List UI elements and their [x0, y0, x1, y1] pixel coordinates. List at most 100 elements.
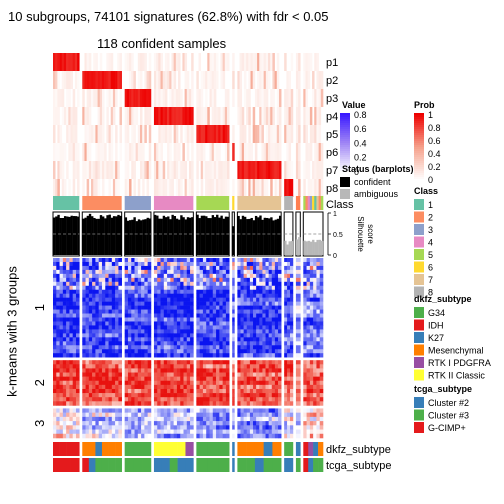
heatmap-cell [170, 368, 174, 373]
heatmap-cell [163, 281, 168, 287]
heatmap-cell [316, 341, 321, 346]
heatmap-cell [268, 380, 273, 386]
heatmap-cell [212, 265, 217, 271]
heatmap-cell [137, 397, 142, 402]
heatmap-cell [265, 333, 269, 338]
heatmap-cell [284, 380, 288, 386]
heatmap-cell [153, 388, 158, 394]
heatmap-cell [131, 380, 135, 386]
heatmap-cell [232, 313, 235, 318]
heatmap-cell [290, 401, 294, 406]
heatmap-cell [216, 341, 220, 346]
heatmap-cell [141, 412, 145, 418]
heatmap-cell [237, 333, 241, 338]
heatmap-cell [88, 269, 93, 275]
heatmap-cell [212, 337, 217, 342]
heatmap-cell [256, 429, 260, 435]
heatmap-cell [262, 345, 266, 350]
prob-cell [95, 53, 98, 71]
heatmap-cell [196, 397, 200, 402]
prob-cell [211, 89, 215, 107]
heatmap-cell [98, 380, 103, 386]
heatmap-cell [268, 360, 273, 365]
value-legend-tick: 0.4 [354, 138, 367, 148]
silhouette-bar [129, 220, 132, 255]
heatmap-cell [134, 368, 139, 373]
heatmap-cell [75, 269, 80, 275]
heatmap-cell [115, 309, 119, 314]
heatmap-cell [265, 269, 269, 275]
value-legend-tick: 0.8 [354, 110, 367, 120]
prob-cell [57, 125, 60, 143]
prob-cell [307, 179, 311, 197]
heatmap-cell [232, 349, 235, 354]
heatmap-cell [88, 285, 93, 291]
heatmap-cell [232, 380, 235, 386]
heatmap-cell [262, 380, 266, 386]
heatmap-cell [256, 384, 260, 390]
heatmap-cell [82, 337, 86, 342]
heatmap-cell [131, 269, 135, 275]
heatmap-cell [153, 360, 158, 365]
heatmap-cell [98, 429, 103, 435]
heatmap-cell [167, 345, 171, 350]
heatmap-cell [69, 258, 73, 263]
heatmap-cell [259, 289, 263, 295]
silhouette-bar [295, 239, 299, 255]
heatmap-cell [160, 388, 165, 394]
heatmap-cell [118, 397, 122, 402]
heatmap-cell [186, 265, 191, 271]
heatmap-cell [222, 368, 227, 373]
heatmap-cell [219, 309, 223, 314]
heatmap-cell [303, 337, 307, 342]
heatmap-cell [274, 376, 279, 382]
heatmap-cell [183, 433, 188, 439]
prob-cell [239, 89, 243, 107]
heatmap-cell [108, 349, 113, 354]
tcga-cell [263, 458, 273, 472]
heatmap-cell [253, 273, 257, 279]
prob-cell [224, 107, 228, 125]
prob-cell [180, 161, 183, 179]
heatmap-cell [157, 364, 161, 369]
heatmap-cell [111, 297, 116, 302]
heatmap-cell [271, 397, 276, 402]
prob-cell [278, 125, 282, 143]
heatmap-cell [53, 412, 57, 418]
heatmap-cell [271, 313, 276, 318]
heatmap-cell [313, 313, 317, 318]
prob-cell [259, 53, 262, 71]
heatmap-cell [173, 297, 178, 302]
heatmap-cell [219, 425, 223, 430]
prob-cell [57, 71, 60, 89]
prob-cell [144, 71, 147, 89]
heatmap-cell [186, 425, 191, 430]
heatmap-cell [199, 345, 204, 350]
heatmap-cell [170, 364, 174, 369]
heatmap-cell [268, 269, 273, 275]
tcga-cell [169, 458, 178, 472]
prob-cell [257, 161, 260, 179]
heatmap-cell [85, 360, 90, 365]
heatmap-cell [62, 305, 67, 310]
heatmap-cell [313, 273, 317, 279]
heatmap-cell [72, 273, 77, 279]
heatmap-cell [268, 285, 273, 291]
silhouette-bar [178, 219, 181, 255]
heatmap-cell [98, 368, 103, 373]
dkfz-legend-label: K27 [428, 333, 444, 343]
heatmap-cell [82, 261, 86, 267]
heatmap-cell [101, 297, 106, 302]
heatmap-cell [303, 408, 307, 413]
heatmap-cell [180, 433, 184, 439]
prob-cell [320, 161, 324, 179]
heatmap-cell [303, 412, 307, 418]
prob-legend-gradient [414, 177, 424, 180]
heatmap-cell [313, 277, 317, 283]
heatmap-cell [212, 313, 217, 318]
prob-cell [227, 161, 230, 179]
heatmap-cell [115, 277, 119, 283]
silhouette-tick-label: 1 [333, 211, 337, 218]
dkfz-legend-title: dkfz_subtype [414, 294, 472, 304]
heatmap-cell [59, 393, 64, 398]
